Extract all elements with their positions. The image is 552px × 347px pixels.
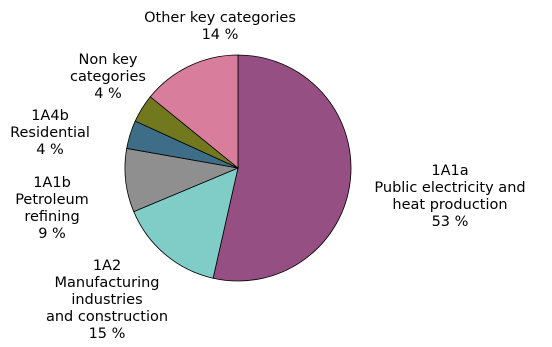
label-line: 1A2	[92, 258, 122, 274]
label-line: and construction	[45, 309, 169, 325]
label-line: Other key categories	[144, 10, 296, 26]
label-public-electricity: 1A1a Public electricity and heat product…	[348, 163, 552, 231]
label-other-key-categories: Other key categories 14 %	[100, 10, 340, 44]
label-residential: 1A4b Residential 4 %	[0, 108, 100, 159]
label-line: refining	[24, 209, 80, 225]
label-non-key-categories: Non key categories 4 %	[48, 52, 168, 103]
label-line: Non key	[78, 52, 138, 68]
pie-slice-1	[133, 167, 239, 279]
pie-slices	[124, 54, 352, 282]
label-value: 9 %	[38, 226, 66, 242]
label-line: industries	[71, 292, 143, 308]
label-value: 14 %	[201, 27, 239, 43]
label-line: Public electricity and	[374, 180, 526, 196]
label-line: 1A1a	[431, 163, 469, 179]
label-line: heat production	[392, 197, 508, 213]
label-line: Manufacturing	[54, 275, 160, 291]
label-value: 4 %	[36, 142, 64, 158]
label-value: 4 %	[94, 86, 122, 102]
label-value: 53 %	[431, 214, 469, 230]
label-line: Residential	[10, 125, 90, 141]
label-line: 1A4b	[31, 108, 69, 124]
label-line: Petroleum	[15, 192, 89, 208]
label-value: 15 %	[88, 326, 126, 342]
pie-slice-0	[212, 54, 352, 282]
label-line: categories	[69, 69, 146, 85]
label-petroleum-refining: 1A1b Petroleum refining 9 %	[2, 175, 102, 243]
pie-slice-5	[149, 54, 239, 169]
label-line: 1A1b	[33, 175, 71, 191]
label-manufacturing: 1A2 Manufacturing industries and constru…	[12, 258, 202, 343]
